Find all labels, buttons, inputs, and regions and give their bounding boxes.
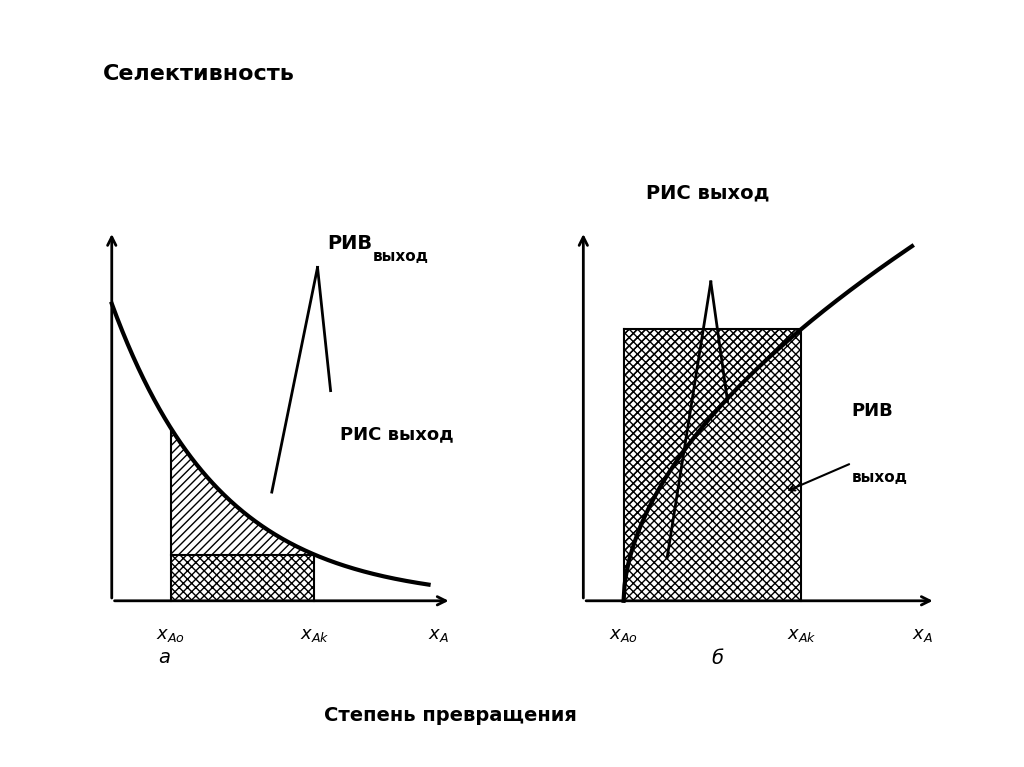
- Text: $a$: $a$: [158, 648, 170, 667]
- Text: Степень превращения: Степень превращения: [325, 706, 577, 725]
- Text: РИВ: РИВ: [328, 234, 373, 253]
- Text: выход: выход: [373, 249, 429, 264]
- Text: выход: выход: [852, 470, 907, 486]
- Text: РИС выход: РИС выход: [340, 425, 454, 443]
- Text: $x_{A}$: $x_{A}$: [911, 626, 933, 644]
- Text: $x_{Ao}$: $x_{Ao}$: [156, 626, 185, 644]
- Text: $x_{Ak}$: $x_{Ak}$: [786, 626, 816, 644]
- Text: $x_{Ak}$: $x_{Ak}$: [300, 626, 329, 644]
- Text: $б$: $б$: [711, 648, 724, 668]
- Text: Селективность: Селективность: [102, 64, 294, 84]
- Text: $x_{A}$: $x_{A}$: [428, 626, 449, 644]
- Text: РИВ: РИВ: [852, 402, 893, 420]
- Text: $x_{Ao}$: $x_{Ao}$: [609, 626, 638, 644]
- Text: РИС выход: РИС выход: [646, 183, 769, 202]
